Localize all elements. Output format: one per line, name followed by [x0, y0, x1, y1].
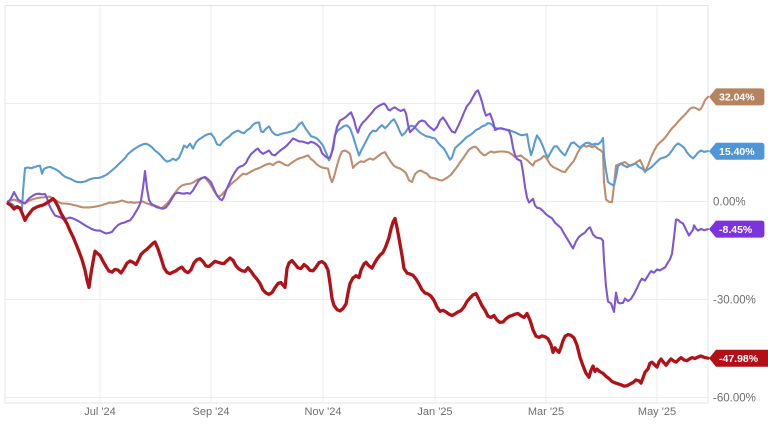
- x-axis-labels: Jul '24 Sep '24 Nov '24 Jan '25 Mar '25 May '…: [84, 406, 676, 418]
- badge-value-label: 32.04%: [719, 92, 755, 104]
- series-line-blue[interactable]: [6, 118, 710, 211]
- x-tick-label: May '25: [638, 406, 676, 418]
- badge-pointer-shape: [709, 88, 765, 106]
- y-axis-labels: 0.00% -30.00% -60.00%: [713, 197, 756, 405]
- x-tick-label: Mar '25: [528, 406, 564, 418]
- value-badges: 32.04% 15.40% -8.45% -47.98%: [709, 88, 768, 367]
- series-line-purple[interactable]: [6, 89, 710, 313]
- plot-border: [4, 5, 709, 404]
- y-axis-label: -60.00%: [713, 393, 756, 405]
- chart-grid: [5, 5, 708, 403]
- badge-pointer-shape: [709, 220, 765, 238]
- series-line-red[interactable]: [6, 196, 710, 388]
- badge-value-label: 15.40%: [719, 146, 755, 158]
- x-tick-label: Sep '24: [193, 406, 230, 418]
- badge-value-label: -47.98%: [719, 353, 759, 365]
- value-badge-purple: -8.45%: [709, 220, 765, 238]
- y-axis-label: 0.00%: [713, 197, 746, 209]
- series-line-tan[interactable]: [6, 95, 710, 210]
- value-badge-red: -47.98%: [709, 349, 768, 367]
- x-tick-label: Jan '25: [417, 406, 452, 418]
- x-tick-label: Nov '24: [305, 406, 342, 418]
- x-tick-label: Jul '24: [84, 406, 115, 418]
- badge-value-label: -8.45%: [719, 224, 753, 236]
- badge-pointer-shape: [709, 349, 768, 367]
- badge-pointer-shape: [709, 142, 765, 160]
- y-axis-label: -30.00%: [713, 295, 756, 307]
- chart-series[interactable]: [6, 89, 710, 388]
- value-badge-tan: 32.04%: [709, 88, 765, 106]
- value-badge-blue: 15.40%: [709, 142, 765, 160]
